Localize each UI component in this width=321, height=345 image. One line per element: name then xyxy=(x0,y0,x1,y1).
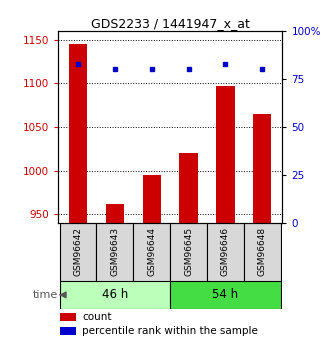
Title: GDS2233 / 1441947_x_at: GDS2233 / 1441947_x_at xyxy=(91,17,249,30)
Bar xyxy=(244,223,281,280)
Text: count: count xyxy=(82,312,112,322)
Bar xyxy=(60,313,76,321)
Bar xyxy=(143,175,161,345)
Bar xyxy=(170,280,281,309)
Bar xyxy=(170,223,207,280)
Text: GSM96643: GSM96643 xyxy=(110,227,119,276)
Text: GSM96642: GSM96642 xyxy=(74,227,82,276)
Bar xyxy=(216,86,235,345)
Text: GSM96646: GSM96646 xyxy=(221,227,230,276)
Bar xyxy=(60,327,76,335)
Text: 54 h: 54 h xyxy=(212,288,239,302)
Text: GSM96644: GSM96644 xyxy=(147,227,156,276)
Bar xyxy=(106,204,124,345)
Text: GSM96648: GSM96648 xyxy=(258,227,267,276)
Text: time: time xyxy=(33,290,58,300)
Bar xyxy=(69,44,87,345)
Bar xyxy=(207,223,244,280)
Bar xyxy=(96,223,133,280)
Bar xyxy=(60,223,96,280)
Bar xyxy=(179,153,198,345)
Text: percentile rank within the sample: percentile rank within the sample xyxy=(82,326,258,336)
Text: GSM96645: GSM96645 xyxy=(184,227,193,276)
Bar xyxy=(253,114,272,345)
Bar xyxy=(60,280,170,309)
Text: 46 h: 46 h xyxy=(102,288,128,302)
Bar xyxy=(133,223,170,280)
